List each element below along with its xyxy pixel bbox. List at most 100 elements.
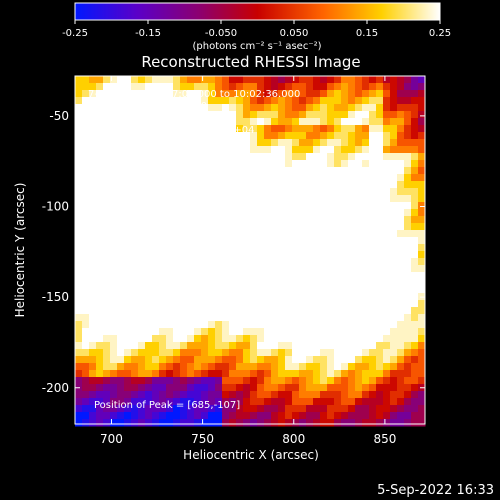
heatmap-cell (362, 286, 370, 294)
heatmap-cell (145, 258, 153, 266)
heatmap-cell (257, 237, 265, 245)
heatmap-cell (103, 146, 111, 154)
heatmap-cell (103, 167, 111, 175)
heatmap-cell (145, 370, 153, 378)
heatmap-cell (96, 251, 104, 259)
heatmap-cell (348, 349, 356, 357)
heatmap-cell (145, 90, 153, 98)
heatmap-cell (257, 405, 265, 413)
heatmap-cell (138, 258, 146, 266)
heatmap-cell (194, 300, 202, 308)
heatmap-cell (173, 223, 181, 231)
heatmap-cell (250, 223, 258, 231)
heatmap-cell (257, 174, 265, 182)
heatmap-cell (390, 342, 398, 350)
heatmap-cell (82, 251, 90, 259)
heatmap-cell (362, 76, 370, 84)
y-axis-ticks: -50-100-150-200 (42, 109, 425, 395)
heatmap-cell (75, 251, 83, 259)
heatmap-cell (82, 265, 90, 273)
heatmap-cell (138, 139, 146, 147)
heatmap-cell (75, 342, 83, 350)
heatmap-cell (166, 405, 174, 413)
heatmap-cell (411, 195, 419, 203)
heatmap-cell (180, 181, 188, 189)
heatmap-cell (285, 104, 293, 112)
heatmap-cell (173, 370, 181, 378)
heatmap-cell (369, 370, 377, 378)
heatmap-cell (180, 139, 188, 147)
heatmap-cell (152, 146, 160, 154)
heatmap-cell (166, 307, 174, 315)
heatmap-cell (250, 398, 258, 406)
x-tick-label: 750 (191, 432, 214, 446)
heatmap-cell (271, 335, 279, 343)
heatmap-cell (313, 293, 321, 301)
heatmap-cell (271, 377, 279, 385)
heatmap-cell (75, 174, 83, 182)
heatmap-cell (278, 251, 286, 259)
heatmap-cell (362, 209, 370, 217)
heatmap-cell (362, 146, 370, 154)
heatmap-cell (89, 398, 97, 406)
heatmap-cell (313, 370, 321, 378)
heatmap-cell (152, 258, 160, 266)
heatmap-cell (278, 272, 286, 280)
heatmap-cell (320, 356, 328, 364)
heatmap-cell (327, 125, 335, 133)
heatmap-cell (362, 258, 370, 266)
heatmap-cell (89, 195, 97, 203)
heatmap-cell (418, 335, 426, 343)
heatmap-cell (166, 419, 174, 427)
heatmap-cell (194, 118, 202, 126)
heatmap-cell (292, 300, 300, 308)
heatmap-cell (376, 293, 384, 301)
heatmap-cell (404, 146, 412, 154)
heatmap-cell (243, 412, 251, 420)
heatmap-cell (418, 412, 426, 420)
heatmap-cell (306, 300, 314, 308)
heatmap-cell (138, 153, 146, 161)
heatmap-cell (411, 244, 419, 252)
heatmap-cell (166, 90, 174, 98)
heatmap-cell (201, 188, 209, 196)
heatmap-cell (82, 167, 90, 175)
heatmap-cell (208, 377, 216, 385)
heatmap-cell (124, 321, 132, 329)
heatmap-cell (369, 216, 377, 224)
heatmap-cell (131, 111, 139, 119)
heatmap-cell (257, 251, 265, 259)
heatmap-cell (418, 279, 426, 287)
heatmap-cell (390, 181, 398, 189)
heatmap-cell (96, 279, 104, 287)
heatmap-cell (355, 181, 363, 189)
heatmap-cell (236, 356, 244, 364)
heatmap-cell (334, 279, 342, 287)
heatmap-cell (208, 111, 216, 119)
heatmap-cell (327, 139, 335, 147)
heatmap-cell (173, 146, 181, 154)
x-axis-ticks: 700 750 800 850 (100, 76, 396, 446)
heatmap-cell (187, 307, 195, 315)
heatmap-cell (110, 349, 118, 357)
heatmap-cell (89, 146, 97, 154)
heatmap-cell (299, 391, 307, 399)
heatmap-cell (411, 405, 419, 413)
heatmap-cell (320, 251, 328, 259)
heatmap-cell (243, 230, 251, 238)
heatmap-cell (348, 132, 356, 140)
heatmap-cell (390, 377, 398, 385)
heatmap-cell (243, 202, 251, 210)
heatmap-cell (383, 384, 391, 392)
heatmap-cell (411, 216, 419, 224)
heatmap-cell (250, 237, 258, 245)
heatmap-cell (215, 216, 223, 224)
heatmap-cell (369, 244, 377, 252)
heatmap-cell (250, 279, 258, 287)
heatmap-cell (369, 363, 377, 371)
heatmap-cell (348, 76, 356, 84)
heatmap-cell (285, 118, 293, 126)
heatmap-cell (89, 90, 97, 98)
heatmap-cell (180, 216, 188, 224)
heatmap-cell (362, 377, 370, 385)
